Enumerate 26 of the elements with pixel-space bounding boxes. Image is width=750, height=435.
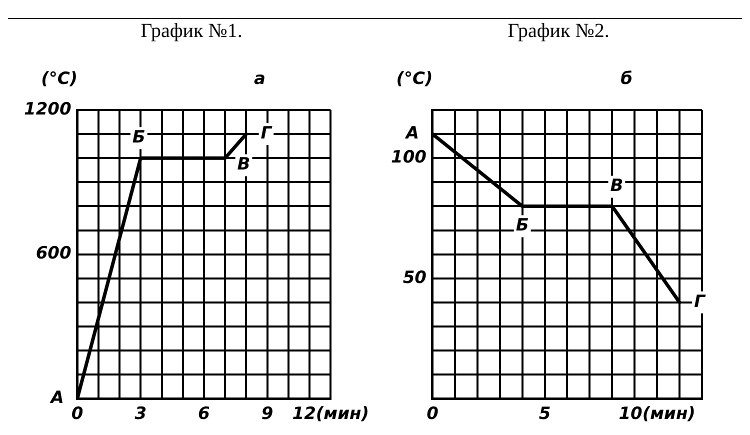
x-tick-label: 0 — [71, 404, 84, 424]
x-tick-label: 12(мин) — [292, 404, 369, 424]
x-tick-label: 6 — [198, 404, 210, 424]
annotation: А — [404, 123, 420, 144]
annotation: В — [237, 154, 250, 175]
y-axis-title: (°C) — [396, 68, 433, 89]
annotation: Б — [132, 128, 146, 148]
annotation: Б — [516, 216, 529, 236]
x-tick-label: 5 — [538, 404, 551, 424]
annotation: А — [48, 388, 64, 408]
y-axis-title: (°C) — [41, 68, 78, 89]
chart-title: График №1. — [140, 20, 244, 43]
chart-title: График №2. — [506, 20, 610, 43]
y-tick-label: 600 — [36, 244, 72, 264]
annotation: В — [610, 176, 624, 196]
x-tick-label: 10(мин) — [618, 404, 696, 424]
x-tick-label: 0 — [426, 404, 439, 424]
x-tick-label: 9 — [261, 404, 274, 424]
annotation: Г — [260, 123, 273, 144]
text: а — [254, 68, 266, 89]
text: б — [620, 68, 632, 89]
x-tick-label: 3 — [134, 404, 147, 424]
y-tick-label: 50 — [402, 268, 427, 288]
y-tick-label: 100 — [390, 148, 427, 168]
y-tick-label: 1200 — [24, 99, 72, 120]
annotation: Г — [694, 292, 706, 312]
